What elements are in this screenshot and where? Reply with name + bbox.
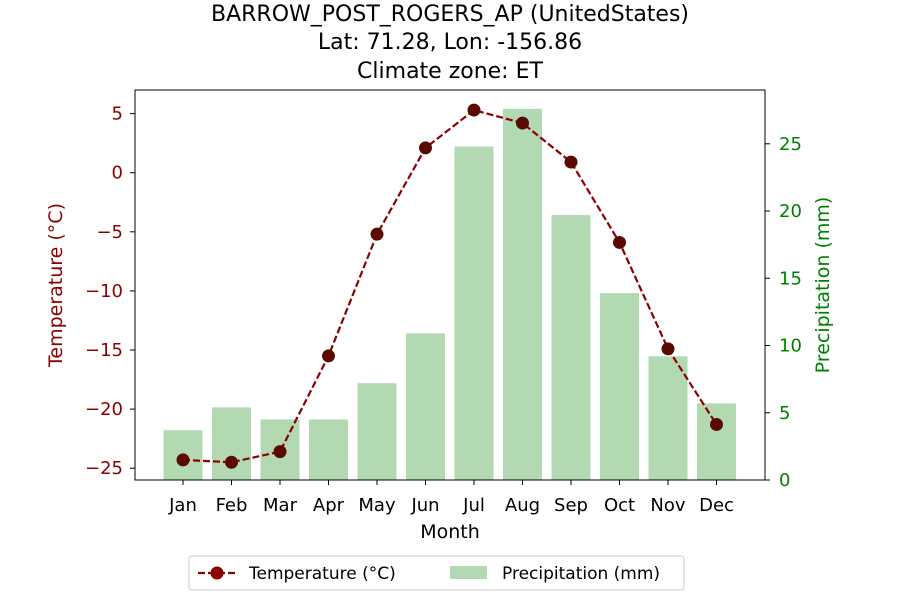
precipitation-bar-feb (212, 407, 251, 480)
x-tick-label-oct: Oct (604, 495, 635, 516)
x-tick-label-apr: Apr (313, 495, 345, 516)
x-axis-label: Month (420, 521, 480, 543)
legend-precipitation-label: Precipitation (mm) (502, 564, 660, 584)
temperature-point-feb (225, 455, 238, 469)
title-line-3: Climate zone: ET (357, 59, 543, 84)
left-axis-ticks: 5 0 −5 −10 −15 −20 −25 (85, 104, 135, 479)
left-tick-label-5: −20 (85, 399, 123, 420)
left-tick-label-6: −25 (85, 458, 123, 479)
left-axis-label: Temperature (°C) (45, 203, 67, 368)
precipitation-bar-dec (697, 403, 736, 480)
precipitation-bar-may (357, 383, 397, 480)
x-tick-label-feb: Feb (216, 495, 248, 516)
x-tick-label-may: May (358, 495, 396, 516)
temperature-point-jan (176, 453, 190, 467)
x-tick-label-nov: Nov (650, 495, 685, 516)
right-tick-label-4: 20 (779, 201, 802, 222)
legend-frame (188, 555, 685, 591)
x-tick-label-jan: Jan (168, 495, 197, 516)
temperature-point-jul (467, 103, 481, 117)
legend-precipitation-swatch (450, 566, 487, 579)
left-tick-label-1: 0 (112, 163, 123, 184)
temperature-line-path (182, 108, 718, 464)
right-tick-label-1: 5 (779, 403, 790, 424)
x-tick-label-aug: Aug (505, 495, 540, 516)
precipitation-bar-jun (406, 333, 445, 480)
temperature-line (176, 103, 723, 469)
plot-frame (134, 89, 766, 481)
x-tick-label-sep: Sep (554, 495, 588, 516)
left-tick-label-2: −5 (96, 222, 123, 243)
temperature-point-jun (419, 141, 432, 155)
precipitation-bar-jul (454, 146, 494, 480)
legend-temperature-marker (210, 566, 224, 580)
left-tick-label-4: −15 (85, 340, 123, 361)
precipitation-bar-apr (309, 419, 348, 480)
x-axis-ticks: Jan Feb Mar Apr May Jun Jul Aug Sep Oct Nov Dec (168, 480, 734, 516)
title-line-2: Lat: 71.28, Lon: -156.86 (318, 30, 582, 55)
precipitation-bar-aug (503, 108, 542, 481)
right-axis-ticks: 0 5 10 15 20 25 (765, 134, 802, 491)
x-tick-label-jun: Jun (410, 495, 439, 516)
temperature-point-oct (613, 235, 626, 249)
x-tick-label-jul: Jul (462, 495, 485, 516)
precipitation-bar-sep (551, 215, 591, 480)
temperature-point-apr (322, 349, 335, 363)
legend-temperature-label: Temperature (°C) (248, 564, 396, 584)
right-tick-label-0: 0 (779, 470, 790, 491)
temperature-point-dec (710, 417, 723, 431)
x-tick-label-mar: Mar (263, 495, 298, 516)
right-axis-label: Precipitation (mm) (812, 197, 834, 374)
chart-title: BARROW_POST_ROGERS_AP (UnitedStates) Lat… (211, 2, 689, 84)
temperature-point-sep (564, 155, 578, 169)
legend: Temperature (°C) Precipitation (mm) (188, 555, 685, 591)
right-tick-label-3: 15 (779, 268, 802, 289)
temperature-point-nov (661, 342, 675, 356)
temperature-point-may (370, 227, 384, 241)
precipitation-bar-nov (648, 356, 688, 480)
left-tick-label-0: 5 (112, 104, 123, 125)
temperature-point-aug (516, 116, 529, 130)
left-tick-label-3: −10 (85, 281, 123, 302)
title-line-1: BARROW_POST_ROGERS_AP (UnitedStates) (211, 2, 689, 27)
right-tick-label-5: 25 (779, 134, 802, 155)
temperature-point-mar (273, 445, 287, 459)
precipitation-bars (163, 108, 736, 481)
precipitation-bar-oct (600, 293, 639, 480)
right-tick-label-2: 10 (779, 336, 802, 357)
x-tick-label-dec: Dec (699, 495, 734, 516)
